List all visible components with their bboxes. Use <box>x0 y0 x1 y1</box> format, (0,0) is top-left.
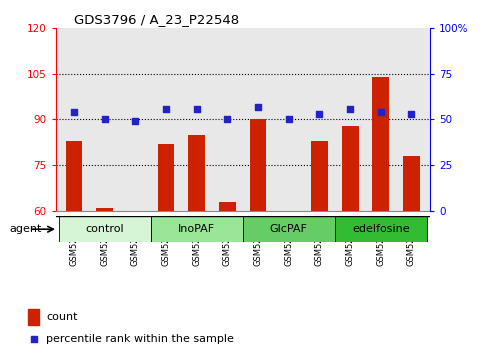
Bar <box>250 120 267 354</box>
Bar <box>66 141 83 354</box>
Text: InoPAF: InoPAF <box>178 224 215 234</box>
Text: GDS3796 / A_23_P22548: GDS3796 / A_23_P22548 <box>74 13 240 26</box>
Text: agent: agent <box>10 224 42 234</box>
Bar <box>341 126 358 354</box>
Bar <box>151 216 243 242</box>
Bar <box>58 216 151 242</box>
Bar <box>96 207 113 354</box>
Point <box>224 117 231 122</box>
Point <box>346 106 354 112</box>
Bar <box>28 309 40 325</box>
Point <box>30 336 38 342</box>
Point <box>285 117 293 122</box>
Bar <box>188 135 205 354</box>
Point <box>70 109 78 115</box>
Point <box>193 106 200 112</box>
Bar <box>127 211 144 354</box>
Point <box>131 119 139 124</box>
Bar <box>157 144 174 354</box>
Point <box>101 117 109 122</box>
Point <box>377 109 384 115</box>
Bar <box>219 201 236 354</box>
Point <box>254 104 262 109</box>
Text: edelfosine: edelfosine <box>352 224 410 234</box>
Bar <box>280 211 297 354</box>
Point <box>408 111 415 117</box>
Text: count: count <box>46 312 77 322</box>
Text: percentile rank within the sample: percentile rank within the sample <box>46 334 234 344</box>
Bar <box>372 77 389 354</box>
Bar <box>335 216 427 242</box>
Bar <box>243 216 335 242</box>
Bar <box>311 141 328 354</box>
Point <box>162 106 170 112</box>
Text: control: control <box>85 224 124 234</box>
Bar <box>403 156 420 354</box>
Text: GlcPAF: GlcPAF <box>270 224 308 234</box>
Point <box>315 111 323 117</box>
